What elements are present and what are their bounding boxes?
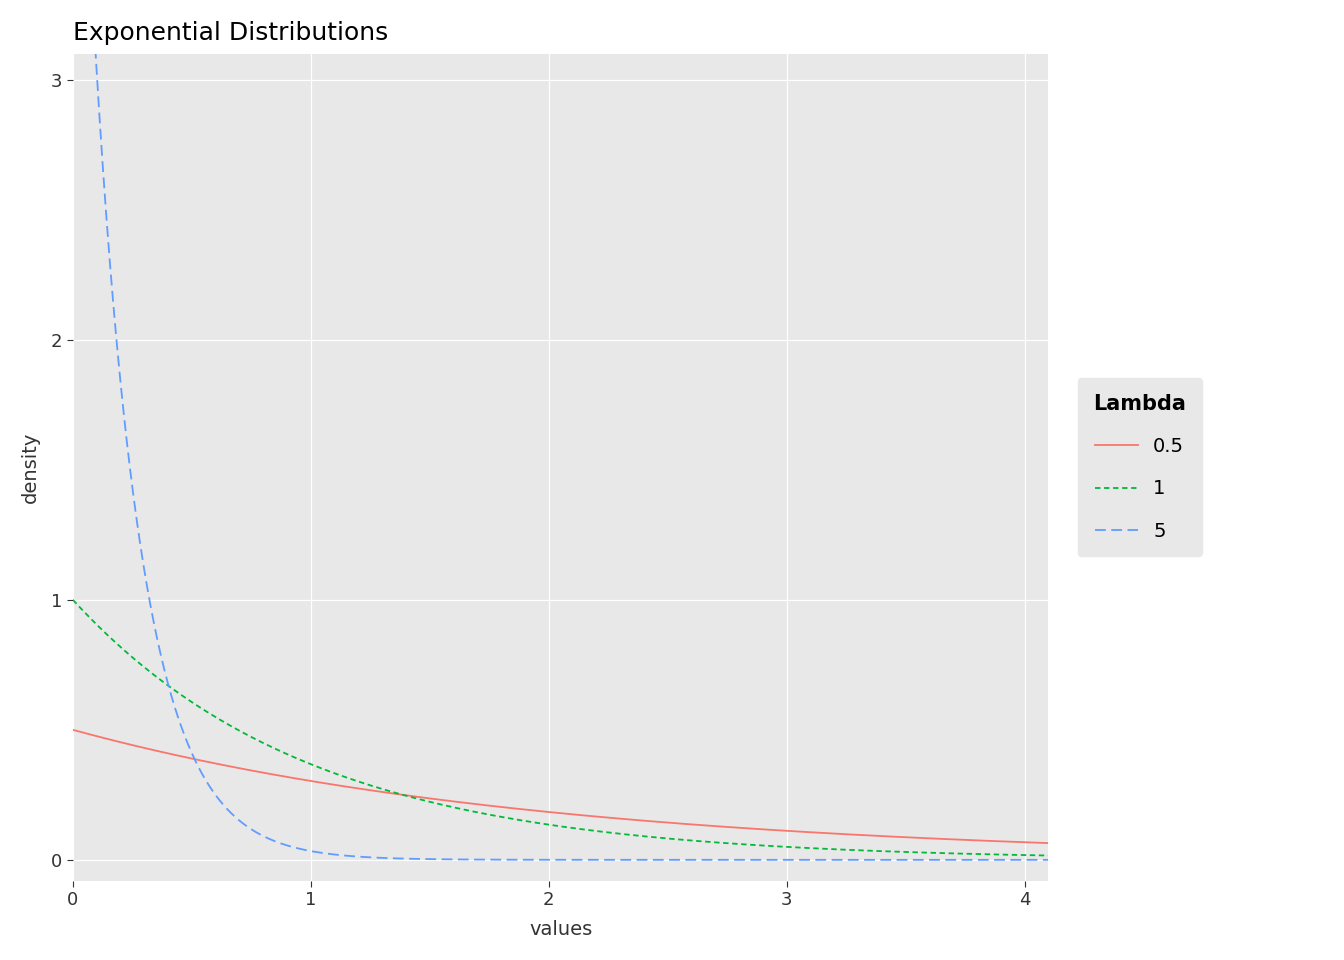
0.5 <box>539 806 555 818</box>
0.5 <box>1012 836 1028 848</box>
1 <box>1012 850 1028 861</box>
1 <box>1040 850 1056 861</box>
5 <box>1012 854 1028 866</box>
5 <box>539 854 555 866</box>
Legend: 0.5, 1, 5: 0.5, 1, 5 <box>1078 378 1202 556</box>
1 <box>513 815 530 827</box>
Line: 1: 1 <box>73 600 1048 855</box>
5 <box>1040 854 1056 866</box>
1 <box>539 819 555 830</box>
0.5 <box>513 804 530 815</box>
1 <box>1012 850 1028 861</box>
0.5 <box>833 828 849 840</box>
X-axis label: values: values <box>530 921 593 939</box>
1 <box>65 594 81 606</box>
0.5 <box>114 737 130 749</box>
Line: 0.5: 0.5 <box>73 730 1048 843</box>
5 <box>1012 854 1028 866</box>
1 <box>833 844 849 855</box>
Y-axis label: density: density <box>22 431 40 503</box>
0.5 <box>65 724 81 735</box>
Text: Exponential Distributions: Exponential Distributions <box>73 21 388 45</box>
5 <box>114 397 130 409</box>
1 <box>114 643 130 655</box>
0.5 <box>1040 837 1056 849</box>
0.5 <box>1012 836 1028 848</box>
5 <box>513 854 530 866</box>
Line: 5: 5 <box>73 0 1048 860</box>
5 <box>833 854 849 866</box>
